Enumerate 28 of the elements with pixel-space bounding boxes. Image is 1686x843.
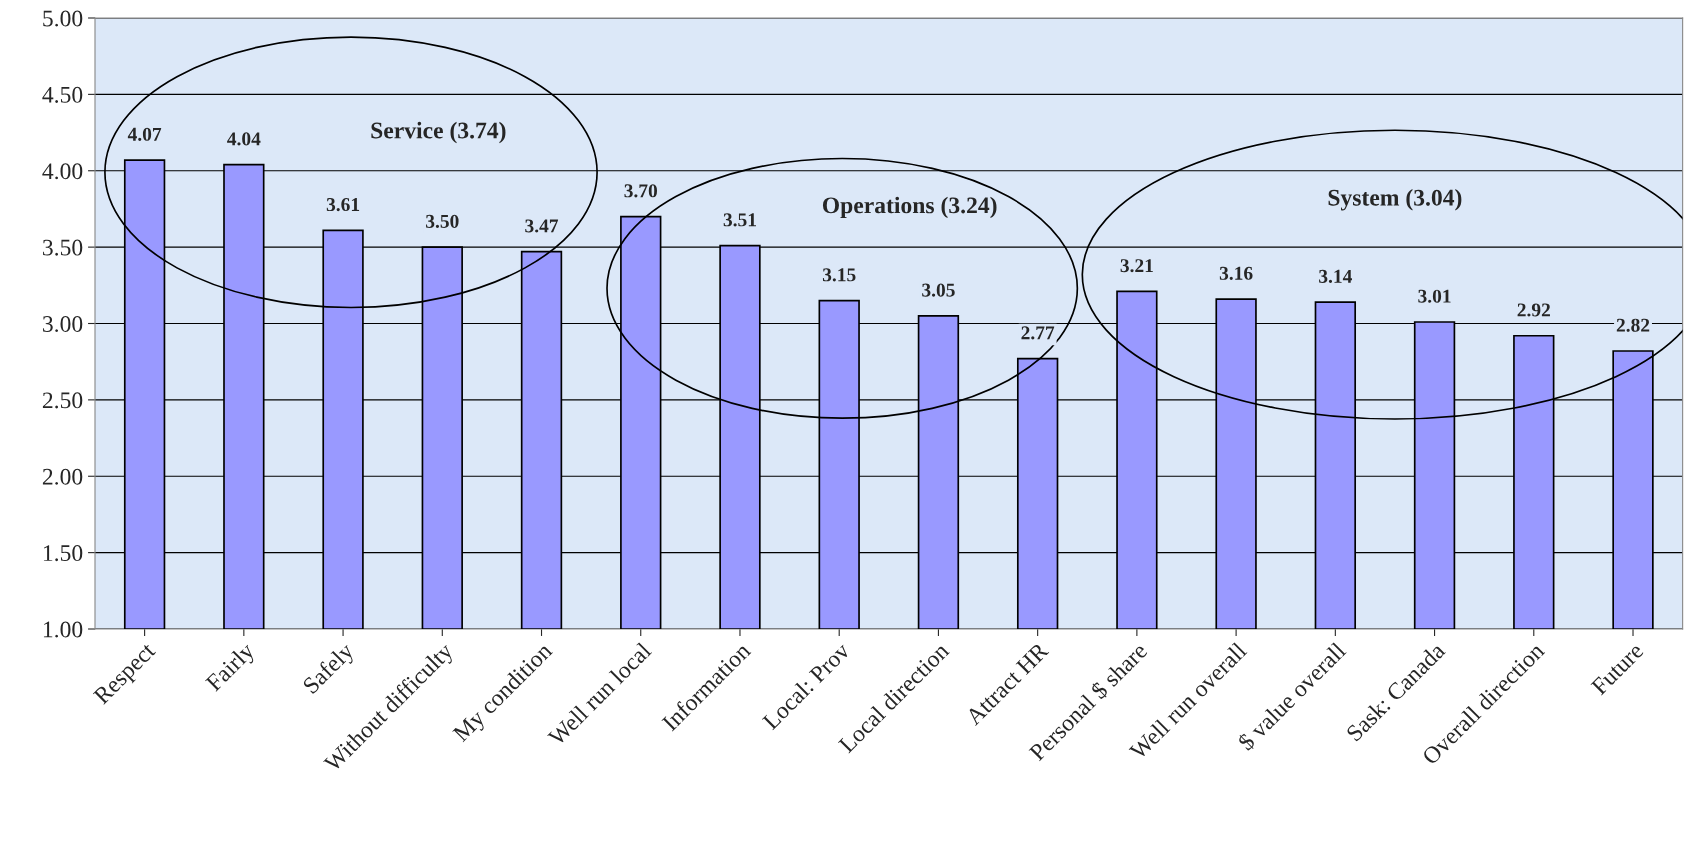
data-label: 3.47: [525, 219, 559, 233]
data-label: 3.01: [1418, 289, 1451, 303]
data-label: 3.14: [1319, 269, 1352, 283]
y-tick-label: 5.00: [43, 10, 83, 27]
data-label: 2.77: [1021, 326, 1055, 340]
y-tick-label: 3.50: [43, 239, 83, 256]
y-tick-label: 3.00: [43, 315, 83, 333]
data-label: 4.04: [227, 132, 261, 146]
annotation: Operations (3.24): [822, 196, 997, 219]
y-tick-label: 4.50: [42, 86, 83, 103]
data-label: 3.21: [1120, 259, 1153, 273]
data-label: 3.61: [326, 198, 360, 212]
data-label: 2.92: [1517, 303, 1550, 317]
y-tick-label: 2.50: [42, 392, 83, 409]
y-tick-label: 2.00: [42, 468, 83, 485]
data-label: 2.82: [1616, 318, 1650, 332]
annotation: Service (3.74): [371, 121, 506, 144]
data-label: 3.05: [922, 283, 955, 297]
data-label: 4.07: [127, 127, 162, 141]
annotation: System (3.04): [1328, 189, 1462, 211]
data-label: 3.15: [822, 268, 856, 282]
data-label: 3.70: [624, 184, 658, 198]
y-tick-label: 1.50: [43, 545, 83, 562]
data-label: 3.16: [1219, 266, 1253, 280]
y-tick-label: 4.00: [42, 163, 83, 180]
data-label: 3.51: [723, 213, 756, 227]
y-tick-label: 1.00: [43, 621, 83, 638]
data-label: 3.50: [426, 214, 459, 228]
